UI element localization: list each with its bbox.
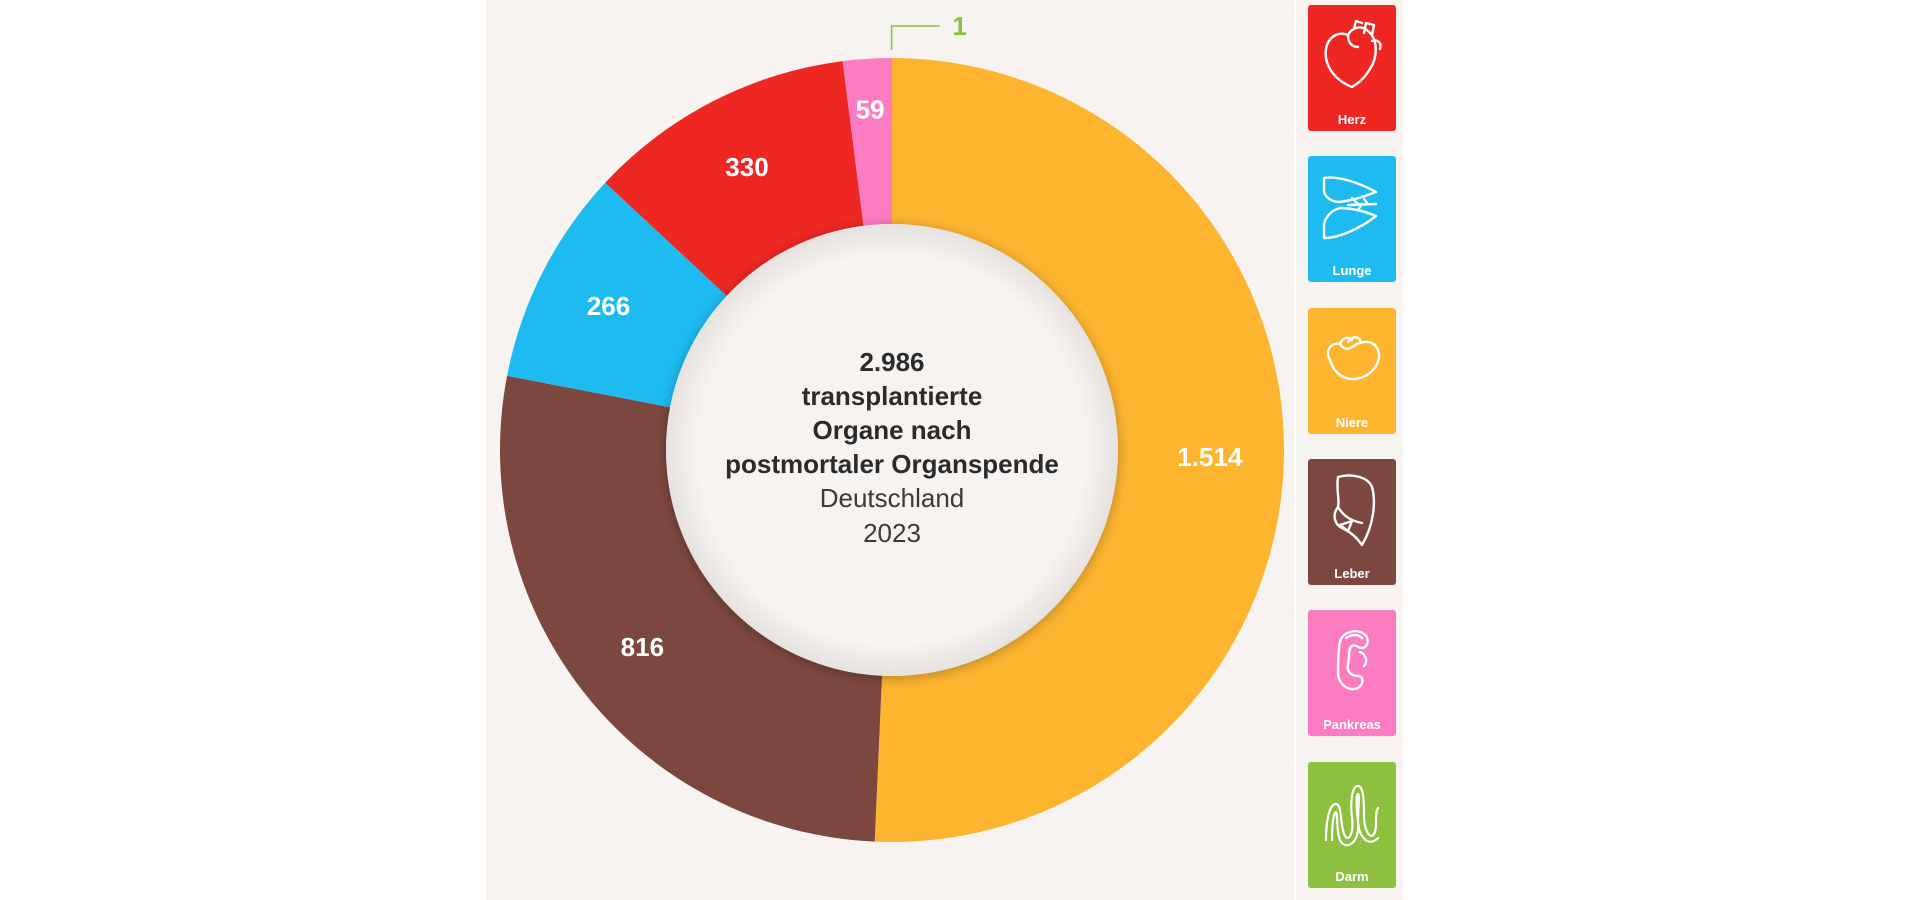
liver-icon [1333,474,1376,547]
callout-line-darm [890,25,940,51]
heart-icon [1324,19,1382,89]
donut-hole [666,224,1118,676]
lung-icon [1322,176,1378,240]
legend-tile-darm: Darm [1308,762,1396,888]
legend-divider [1294,0,1296,900]
legend-tile-lunge: Lunge [1308,156,1396,282]
center-line-3: Organe nach [812,415,972,445]
legend-tile-pankreas: Pankreas [1308,610,1396,736]
legend-tile-herz: Herz [1308,5,1396,131]
slice-leber [499,375,883,842]
intestine-icon [1324,784,1380,847]
center-line-2: transplantierte [801,381,983,411]
slice-label-herz: 330 [725,152,768,182]
center-year: 2023 [863,518,921,548]
slice-label-pankreas: 59 [856,95,885,125]
legend-label-herz: Herz [1337,112,1367,127]
donut-slices [499,58,1284,843]
pancreas-icon [1336,630,1369,691]
legend-label-niere: Niere [1335,415,1369,430]
center-line-4: postmortaler Organspende [725,449,1059,479]
legend-tile-niere: Niere [1308,308,1396,434]
slice-darm [891,58,892,225]
slice-lunge [507,182,727,408]
slice-niere [874,58,1284,843]
legend-label-pankreas: Pankreas [1323,717,1381,732]
legend-label-lunge: Lunge [1332,263,1372,278]
kidney-icon [1326,336,1381,381]
legend-tile-leber: Leber [1308,459,1396,585]
darm-callout: 1 [890,11,967,51]
center-text: 2.986 transplantierte Organe nach postmo… [692,345,1092,551]
slice-label-lunge: 266 [587,291,630,321]
slice-label-niere: 1.514 [1177,442,1243,472]
slice-label-leber: 816 [621,632,664,662]
center-country: Deutschland [819,483,965,513]
slice-labels: 1.514 816 266 330 59 [587,95,1243,662]
legend-label-darm: Darm [1335,869,1369,884]
center-total: 2.986 [859,347,925,377]
slice-pankreas [842,58,892,226]
slice-label-darm: 1 [952,11,966,41]
slice-herz [605,61,864,296]
legend-label-leber: Leber [1334,566,1370,581]
